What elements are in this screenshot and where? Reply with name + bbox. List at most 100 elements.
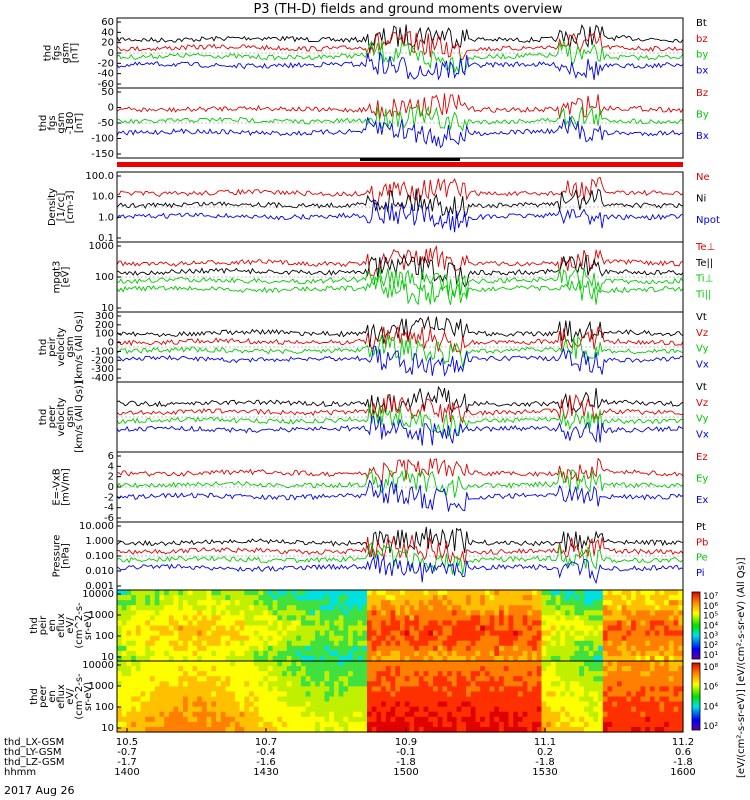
heatmap-cell [135,691,142,698]
heatmap-cell [475,590,481,596]
heatmap-cell [206,706,212,713]
heatmap-cell [390,681,396,687]
heatmap-cell [319,605,326,611]
heatmap-cell [414,655,420,662]
heatmap-cell [159,595,165,601]
heatmap-cell [621,661,627,667]
heatmap-cell [296,640,302,647]
heatmap-cell [211,605,217,611]
heatmap-cell [230,635,236,642]
heatmap-cell [371,640,378,647]
heatmap-cell [494,635,500,642]
heatmap-cell [390,686,396,693]
heatmap-cell [414,671,420,677]
heatmap-cell [480,610,486,616]
heatmap-cell [168,600,175,606]
y-axis-label: gsm [65,406,76,427]
colorbar-tick-label: 10⁴ [703,702,718,712]
heatmap-cell [631,711,637,718]
heatmap-cell [428,590,434,596]
heatmap-cell [192,610,198,616]
heatmap-cell [296,716,302,723]
heatmap-cell [598,661,604,667]
heatmap-cell [428,671,434,677]
heatmap-cell [574,711,580,718]
heatmap-cell [484,691,491,698]
heatmap-cell [385,681,392,687]
heatmap-cell [631,590,637,596]
heatmap-cell [428,610,434,616]
heatmap-cell [315,645,321,652]
heatmap-cell [612,706,618,713]
heatmap-cell [338,655,344,662]
heatmap-cell [626,701,632,708]
heatmap-cell [164,686,170,693]
heatmap-cell [522,666,528,672]
heatmap-cell [220,681,227,687]
heatmap-cell [451,716,458,723]
heatmap-cell [390,661,396,667]
heatmap-cell [484,701,491,708]
heatmap-cell [310,701,316,708]
heatmap-cell [649,630,656,637]
heatmap-cell [428,661,434,667]
heatmap-cell [664,635,670,642]
y-tick-label: 20 [101,38,114,49]
heatmap-cell [201,635,208,642]
heatmap-cell [451,600,458,606]
heatmap-cell [654,655,661,662]
heatmap-cell [376,716,382,723]
heatmap-cell [131,666,137,672]
heatmap-cell [508,706,514,713]
heatmap-cell [565,676,571,682]
heatmap-cell [253,716,260,723]
heatmap-cell [409,686,415,693]
heatmap-cell [282,615,288,622]
heatmap-cell [546,645,552,652]
heatmap-cell [282,676,288,682]
heatmap-cell [423,640,429,647]
heatmap-cell [296,610,302,616]
heatmap-cell [348,615,354,622]
y-axis-label: [eV] [61,267,72,288]
heatmap-cell [480,721,486,728]
heatmap-cell [508,711,514,718]
heatmap-cell [244,696,250,703]
heatmap-cell [220,726,227,733]
heatmap-cell [267,691,274,698]
heatmap-cell [673,716,679,723]
heatmap-cell [404,721,411,728]
panel-frame [116,660,684,733]
heatmap-cell [414,595,420,601]
heatmap-cell [131,716,137,723]
heatmap-cell [244,640,250,647]
heatmap-cell [168,605,175,611]
heatmap-cell [253,711,260,718]
y-tick-label: 2 [108,472,114,483]
heatmap-cell [258,605,264,611]
heatmap-cell [150,595,156,601]
heatmap-cell [272,600,278,606]
heatmap-cell [220,661,227,667]
heatmap-cell [466,635,472,642]
heatmap-cell [220,590,227,596]
heatmap-cell [621,721,627,728]
heatmap-cell [371,706,378,713]
heatmap-cell [385,666,392,672]
heatmap-cell [291,640,297,647]
heatmap-cell [225,640,231,647]
heatmap-cell [362,640,368,647]
heatmap-cell [414,605,420,611]
heatmap-cell [442,655,448,662]
heatmap-cell [664,595,670,601]
heatmap-cell [494,716,500,723]
heatmap-cell [621,650,627,657]
heatmap-cell [499,666,505,672]
heatmap-cell [234,600,241,606]
heatmap-cell [263,686,269,693]
heatmap-cell [267,590,274,596]
heatmap-cell [178,681,184,687]
heatmap-cell [121,671,128,677]
heatmap-cell [569,590,576,596]
heatmap-cell [357,666,363,672]
